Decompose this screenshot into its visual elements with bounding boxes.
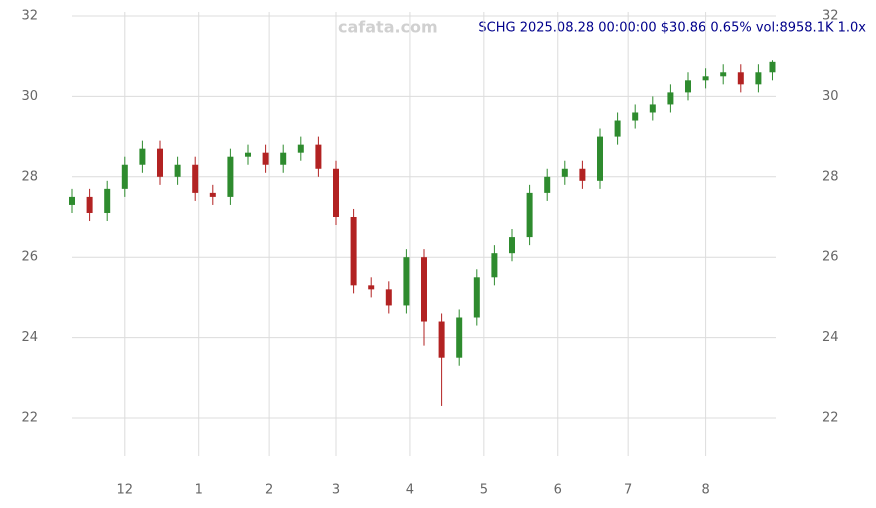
candle-body xyxy=(421,257,427,322)
candle-body xyxy=(438,321,445,358)
y-tick-label-right: 30 xyxy=(822,89,839,104)
y-tick-label-right: 26 xyxy=(822,250,839,265)
candle-body xyxy=(649,104,656,113)
x-tick-label: 1 xyxy=(195,483,203,498)
candle-body xyxy=(192,164,199,193)
candle-body xyxy=(632,112,639,121)
candle-body xyxy=(315,144,322,169)
x-tick-label: 8 xyxy=(701,483,709,498)
y-tick-label: 24 xyxy=(21,330,38,345)
y-tick-label: 28 xyxy=(21,169,38,184)
candle-body xyxy=(561,168,568,177)
candle-body xyxy=(69,196,75,205)
watermark: cafata.com xyxy=(338,18,438,37)
x-tick-label: 2 xyxy=(265,483,273,498)
y-tick-label: 30 xyxy=(21,89,38,104)
candle-body xyxy=(174,164,181,177)
candle-body xyxy=(139,148,146,165)
y-tick-label: 22 xyxy=(21,411,38,426)
candle-body xyxy=(526,192,533,238)
candle-body xyxy=(737,72,744,85)
y-tick-label-right: 32 xyxy=(822,9,839,24)
y-tick-label: 26 xyxy=(21,250,38,265)
x-tick-label: 7 xyxy=(624,483,632,498)
candle-body xyxy=(350,217,357,286)
candle-body xyxy=(509,237,515,254)
candle-body xyxy=(86,196,93,213)
candle-body xyxy=(720,72,727,77)
x-tick-label: 4 xyxy=(406,483,414,498)
candle-body xyxy=(104,188,111,213)
candle-body xyxy=(245,152,251,157)
candle-body xyxy=(209,192,216,197)
candle-body xyxy=(403,257,410,306)
y-tick-label-right: 24 xyxy=(822,330,839,345)
candle-body xyxy=(333,168,339,217)
candle-body xyxy=(157,148,163,177)
candle-body xyxy=(456,317,463,358)
candle-body xyxy=(368,285,375,290)
candle-body xyxy=(121,164,128,189)
candle-body xyxy=(685,80,691,93)
chart-title: SCHG 2025.08.28 00:00:00 $30.86 0.65% vo… xyxy=(478,21,866,36)
candle-body xyxy=(755,72,762,85)
candle-body xyxy=(667,92,674,105)
candle-body xyxy=(597,136,603,181)
candle-body xyxy=(702,76,709,81)
candle-body xyxy=(227,156,234,197)
candle-body xyxy=(491,253,498,278)
candle-body xyxy=(579,168,586,181)
x-tick-label: 3 xyxy=(332,483,340,498)
candle-body xyxy=(280,152,287,165)
candle-body xyxy=(544,176,551,193)
candle-body xyxy=(473,277,480,318)
candle-body xyxy=(297,144,304,153)
y-tick-label-right: 22 xyxy=(822,411,839,426)
candle-body xyxy=(769,61,776,73)
x-tick-label: 12 xyxy=(117,483,134,498)
candle-body xyxy=(614,120,621,137)
y-tick-label: 32 xyxy=(21,9,38,24)
candle-body xyxy=(262,152,269,165)
candle-body xyxy=(385,289,392,306)
y-tick-label-right: 28 xyxy=(822,169,839,184)
x-tick-label: 5 xyxy=(480,483,488,498)
x-tick-label: 6 xyxy=(554,483,562,498)
